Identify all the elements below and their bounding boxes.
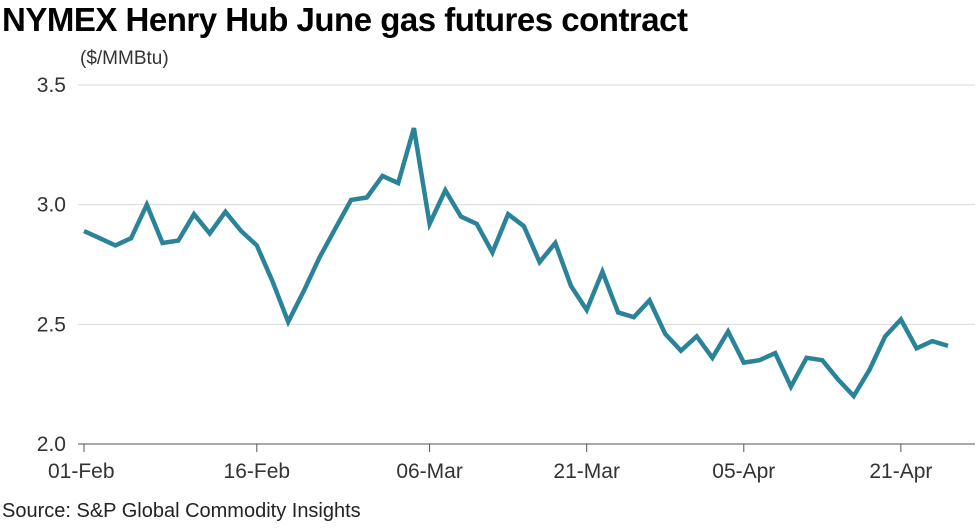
x-tick-label: 21-Apr [869, 460, 932, 483]
gridlines [78, 84, 975, 325]
y-tick-label: 2.5 [37, 313, 66, 336]
x-tick-label: 06-Mar [396, 460, 463, 483]
x-tick-label: 05-Apr [712, 460, 775, 483]
y-tick-label: 3.0 [37, 194, 66, 217]
chart-title: NYMEX Henry Hub June gas futures contrac… [2, 1, 688, 38]
y-axis-ticks: 2.0 2.5 3.0 3.5 [37, 74, 66, 456]
y-axis-unit-label: ($/MMBtu) [80, 48, 169, 69]
source-note: Source: S&P Global Commodity Insights [2, 500, 361, 522]
y-tick-label: 3.5 [37, 74, 66, 97]
x-tick-label: 01-Feb [48, 460, 115, 483]
x-tick-label: 21-Mar [553, 460, 620, 483]
y-tick-label: 2.0 [37, 433, 66, 456]
x-tick-label: 16-Feb [224, 460, 291, 483]
x-axis-ticks: 01-Feb 16-Feb 06-Mar 21-Mar 05-Apr 21-Apr [48, 444, 932, 483]
series-line [83, 127, 949, 400]
